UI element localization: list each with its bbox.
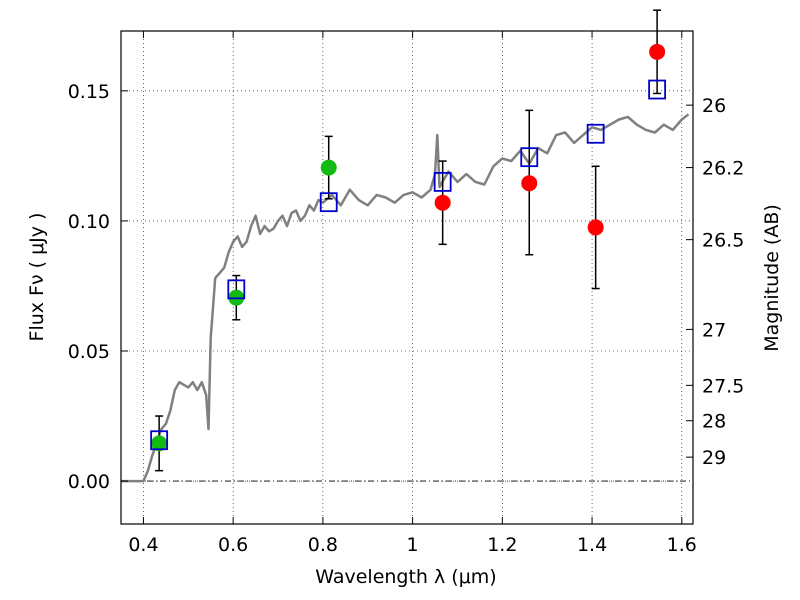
y2-tick-label: 26.2: [702, 158, 744, 180]
x-axis-title: Wavelength λ (μm): [315, 566, 496, 588]
model-square-marker: [586, 123, 605, 144]
model-square-marker: [433, 171, 452, 192]
model-square-marker: [520, 147, 539, 168]
model-square-marker: [648, 79, 667, 100]
x-axis-ticks: 0.4 0.6 0.8 1 1.2 1.4 1.6: [128, 31, 697, 556]
red-data-point: [521, 175, 538, 192]
model-spectrum-group: [121, 113, 690, 483]
grid: [121, 31, 693, 524]
y-tick-label: 0.00: [68, 471, 110, 493]
model-square-marker: [227, 279, 246, 300]
model-spectrum-line: [121, 113, 690, 483]
y-axis-title: Flux Fν ( μJy ): [26, 213, 48, 342]
x-tick-label: 0.8: [308, 534, 338, 556]
x-tick-label: 1: [407, 534, 419, 556]
y-tick-label: 0.10: [68, 211, 110, 233]
y2-tick-label: 29: [702, 447, 726, 469]
plot-area-frame: [120, 30, 694, 525]
y2-tick-label: 27: [702, 319, 726, 341]
model-square-marker: [150, 430, 169, 451]
model-square-marker: [319, 192, 338, 213]
y-axis-ticks: 0.00 0.05 0.10 0.15: [68, 81, 128, 493]
red-data-point: [434, 194, 451, 211]
x-tick-label: 1.2: [487, 534, 517, 556]
y2-axis-title: Magnitude (AB): [761, 204, 783, 352]
x-tick-label: 0.4: [128, 534, 158, 556]
y-tick-label: 0.05: [68, 341, 110, 363]
data-points-group: [151, 43, 666, 452]
y2-tick-label: 26.5: [702, 230, 744, 252]
y2-tick-label: 28: [702, 411, 726, 433]
error-bars-group: [155, 9, 662, 472]
green-data-point: [320, 159, 337, 176]
green-data-point: [151, 435, 168, 452]
x-tick-label: 0.6: [218, 534, 248, 556]
red-data-point: [649, 43, 666, 60]
y2-axis-ticks: 26 26.2 26.5 27 27.5 28 29: [686, 95, 744, 469]
x-tick-label: 1.4: [577, 534, 607, 556]
model-squares-group: [150, 79, 667, 451]
y-tick-label: 0.15: [68, 81, 110, 103]
y2-tick-label: 27.5: [702, 375, 744, 397]
x-tick-label: 1.6: [667, 534, 697, 556]
red-data-point: [587, 219, 604, 236]
y2-tick-label: 26: [702, 95, 726, 117]
